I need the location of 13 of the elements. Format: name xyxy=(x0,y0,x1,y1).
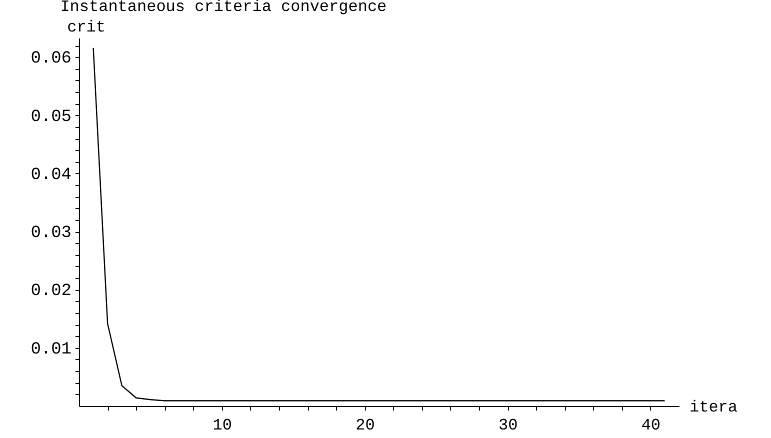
x-tick-label: 30 xyxy=(498,416,518,434)
y-tick-label: 0.06 xyxy=(30,50,72,69)
y-tick-label: 0.05 xyxy=(30,108,72,127)
x-tick-label: 10 xyxy=(212,416,232,434)
line-series xyxy=(92,47,666,402)
y-tick-label: 0.02 xyxy=(30,282,72,302)
x-axis-title: itera xyxy=(690,398,738,416)
y-tick-label: 0.03 xyxy=(30,224,72,244)
x-tick-label: 20 xyxy=(356,416,375,434)
y-tick-label: 0.04 xyxy=(30,166,72,185)
x-tick-label: 40 xyxy=(641,416,661,434)
y-axis-title: crit xyxy=(67,18,106,36)
y-tick-label: 0.01 xyxy=(30,340,72,360)
